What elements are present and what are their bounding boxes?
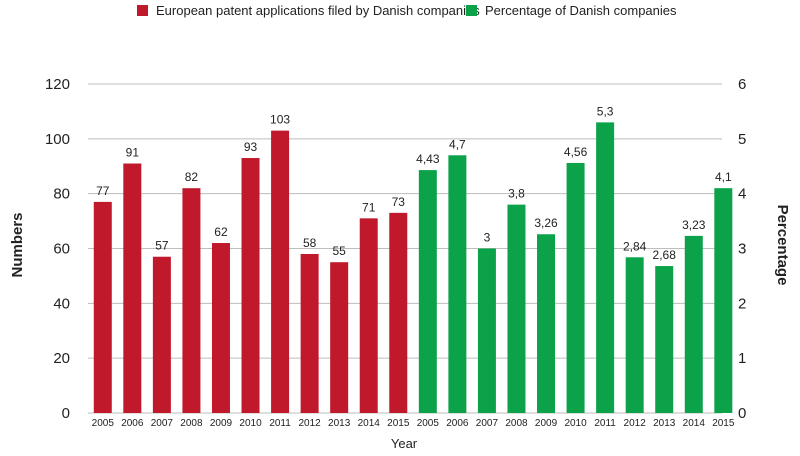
- y-axis-right-title: Percentage: [774, 205, 791, 286]
- bar: [418, 170, 437, 413]
- y-left-tick-label: 100: [45, 131, 70, 148]
- data-labels: 77 91 57 82 62 93 103 58 55 71 73 4,43 4,7 3 3,8 3,26 4,…: [96, 104, 732, 262]
- y-axis-left: 0 20 40 60 80 100 120: [45, 76, 70, 422]
- data-label: 91: [126, 146, 140, 160]
- data-label: 103: [270, 113, 290, 127]
- data-label: 73: [392, 195, 406, 209]
- y-right-tick-label: 2: [738, 295, 746, 312]
- legend: European patent applications filed by Da…: [137, 3, 677, 18]
- bar: [477, 248, 496, 413]
- y-left-tick-label: 80: [53, 186, 70, 203]
- y-right-tick-label: 4: [738, 186, 746, 203]
- y-left-tick-label: 40: [53, 295, 70, 312]
- bar: [359, 218, 378, 413]
- x-tick-label: 2014: [683, 418, 706, 429]
- bar: [684, 235, 703, 413]
- legend-label-percentage: Percentage of Danish companies: [485, 3, 677, 18]
- bar: [537, 234, 556, 413]
- data-label: 2,68: [653, 248, 677, 262]
- y-right-tick-label: 5: [738, 131, 746, 148]
- bar: [566, 162, 585, 413]
- x-tick-label: 2010: [239, 418, 262, 429]
- x-axis-title: Year: [391, 436, 418, 451]
- bar: [93, 201, 112, 413]
- bar: [211, 243, 230, 413]
- data-label: 55: [332, 244, 346, 258]
- x-tick-label: 2011: [594, 418, 616, 429]
- x-tick-label: 2014: [358, 418, 381, 429]
- data-label: 2,84: [623, 239, 647, 253]
- x-tick-label: 2006: [121, 418, 144, 429]
- x-tick-label: 2011: [269, 418, 291, 429]
- bar: [182, 188, 201, 413]
- bar: [300, 253, 319, 413]
- data-label: 3,8: [508, 187, 525, 201]
- bar: [448, 155, 467, 414]
- y-left-tick-label: 60: [53, 241, 70, 258]
- y-left-tick-label: 20: [53, 350, 70, 367]
- y-right-tick-label: 3: [738, 241, 746, 258]
- data-label: 82: [185, 170, 199, 184]
- x-axis: 2005 2006 2007 2008 2009 2010 2011 2012 2013 2014…: [92, 418, 735, 429]
- x-tick-label: 2008: [180, 418, 203, 429]
- bars: [93, 122, 733, 414]
- data-label: 62: [214, 225, 228, 239]
- x-tick-label: 2005: [417, 418, 440, 429]
- x-tick-label: 2010: [564, 418, 587, 429]
- x-tick-label: 2007: [151, 418, 174, 429]
- data-label: 93: [244, 140, 258, 154]
- x-tick-label: 2006: [446, 418, 469, 429]
- bar: [330, 262, 349, 413]
- data-label: 3: [484, 231, 491, 245]
- bar: [389, 212, 408, 413]
- data-label: 3,26: [534, 216, 558, 230]
- y-left-tick-label: 120: [45, 76, 70, 93]
- x-tick-label: 2013: [653, 418, 676, 429]
- x-tick-label: 2007: [476, 418, 499, 429]
- x-tick-label: 2012: [624, 418, 647, 429]
- data-label: 4,1: [715, 170, 732, 184]
- legend-label-patent-applications: European patent applications filed by Da…: [156, 3, 480, 18]
- y-right-tick-label: 1: [738, 350, 746, 367]
- bar: [596, 122, 615, 413]
- bar: [241, 158, 260, 413]
- bar: [123, 163, 142, 413]
- data-label: 58: [303, 236, 317, 250]
- bar: [655, 266, 674, 413]
- data-label: 4,7: [449, 137, 466, 151]
- y-left-tick-label: 0: [62, 405, 70, 422]
- data-label: 5,3: [597, 104, 614, 118]
- x-tick-label: 2009: [210, 418, 233, 429]
- bar: [714, 188, 733, 413]
- x-tick-label: 2008: [505, 418, 528, 429]
- data-label: 57: [155, 239, 169, 253]
- y-axis-right: 0 1 2 3 4 5 6: [738, 76, 746, 422]
- data-label: 4,56: [564, 145, 588, 159]
- bar: [625, 257, 644, 413]
- legend-swatch-percentage: [466, 5, 477, 16]
- y-right-tick-label: 6: [738, 76, 746, 93]
- legend-swatch-patent-applications: [137, 5, 148, 16]
- x-tick-label: 2015: [387, 418, 410, 429]
- y-axis-left-title: Numbers: [9, 212, 26, 277]
- bar: [271, 130, 290, 413]
- x-tick-label: 2005: [92, 418, 115, 429]
- x-tick-label: 2013: [328, 418, 351, 429]
- x-tick-label: 2009: [535, 418, 558, 429]
- x-tick-label: 2015: [712, 418, 735, 429]
- bar: [152, 256, 171, 413]
- data-label: 77: [96, 184, 110, 198]
- bar: [507, 204, 526, 413]
- y-right-tick-label: 0: [738, 405, 746, 422]
- data-label: 3,23: [682, 218, 706, 232]
- data-label: 71: [362, 200, 376, 214]
- x-tick-label: 2012: [299, 418, 322, 429]
- data-label: 4,43: [416, 152, 440, 166]
